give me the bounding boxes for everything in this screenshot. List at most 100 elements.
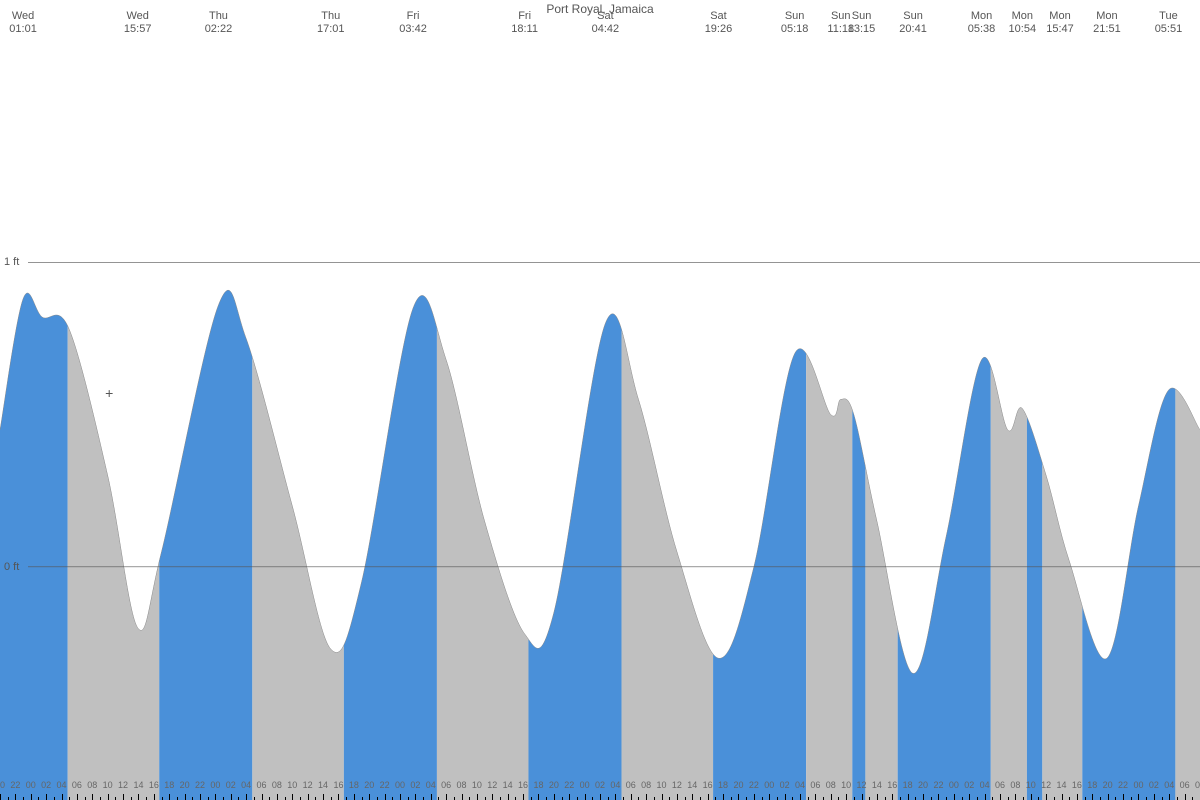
x-tick-label: 12 <box>672 780 682 790</box>
x-tick-label: 18 <box>349 780 359 790</box>
x-tick <box>1185 794 1186 800</box>
x-tick-label: 04 <box>795 780 805 790</box>
x-tick <box>15 794 16 800</box>
x-tick-label: 00 <box>395 780 405 790</box>
day-band <box>865 0 897 800</box>
x-tick <box>1046 794 1047 800</box>
x-tick <box>385 794 386 800</box>
x-tick <box>677 794 678 800</box>
x-tick <box>1169 794 1170 800</box>
x-tick <box>292 794 293 800</box>
x-tick-label: 06 <box>810 780 820 790</box>
x-tick-label: 08 <box>1010 780 1020 790</box>
x-tick <box>231 794 232 800</box>
x-tick <box>985 794 986 800</box>
x-tick-label: 10 <box>841 780 851 790</box>
x-tick-label: 10 <box>1026 780 1036 790</box>
x-tick <box>877 794 878 800</box>
x-tick <box>1077 794 1078 800</box>
x-tick <box>246 794 247 800</box>
x-tick-label: 08 <box>457 780 467 790</box>
x-tick-label: 06 <box>1180 780 1190 790</box>
x-tick <box>62 794 63 800</box>
x-tick <box>969 794 970 800</box>
x-tick <box>1108 794 1109 800</box>
x-tick-label: 06 <box>72 780 82 790</box>
x-tick <box>354 794 355 800</box>
x-tick <box>523 794 524 800</box>
x-tick-label: 00 <box>764 780 774 790</box>
x-tick <box>554 794 555 800</box>
x-tick-label: 06 <box>626 780 636 790</box>
x-tick-label: 02 <box>1149 780 1159 790</box>
x-tick <box>708 794 709 800</box>
night-band <box>852 0 865 800</box>
x-tick <box>785 794 786 800</box>
x-tick <box>846 794 847 800</box>
night-band <box>713 0 806 800</box>
x-tick-label: 00 <box>949 780 959 790</box>
x-tick-label: 00 <box>26 780 36 790</box>
x-tick-label: 04 <box>980 780 990 790</box>
x-tick-label: 12 <box>857 780 867 790</box>
night-band <box>898 0 991 800</box>
x-tick <box>1000 794 1001 800</box>
x-tick-label: 20 <box>0 780 5 790</box>
x-tick-label: 16 <box>149 780 159 790</box>
x-tick <box>92 794 93 800</box>
night-band <box>344 0 437 800</box>
x-tick-label: 22 <box>564 780 574 790</box>
x-tick-label: 18 <box>1087 780 1097 790</box>
x-tick-label: 04 <box>426 780 436 790</box>
x-tick <box>1138 794 1139 800</box>
x-tick <box>954 794 955 800</box>
x-tick <box>1123 794 1124 800</box>
x-tick-label: 04 <box>57 780 67 790</box>
x-tick <box>508 794 509 800</box>
x-tick-label: 00 <box>210 780 220 790</box>
night-band <box>0 0 68 800</box>
x-tick-label: 06 <box>257 780 267 790</box>
x-axis: 20 22 00 02 04 06 08 10 12 14 16 18 20 22 00 02 04 06 08 10… <box>0 780 1200 800</box>
x-tick <box>569 794 570 800</box>
tide-area <box>0 0 1200 800</box>
day-band <box>252 0 344 800</box>
x-tick-label: 16 <box>518 780 528 790</box>
x-tick-label: 20 <box>364 780 374 790</box>
day-band <box>437 0 529 800</box>
day-band <box>1175 0 1200 800</box>
x-tick-label: 14 <box>1057 780 1067 790</box>
day-band <box>68 0 160 800</box>
x-tick-label: 22 <box>749 780 759 790</box>
x-tick <box>200 794 201 800</box>
x-tick-label: 02 <box>410 780 420 790</box>
x-tick-label: 14 <box>133 780 143 790</box>
x-tick-label: 06 <box>995 780 1005 790</box>
x-tick <box>1154 794 1155 800</box>
x-tick <box>446 794 447 800</box>
x-tick <box>46 794 47 800</box>
x-tick-label: 14 <box>687 780 697 790</box>
x-tick-label: 14 <box>318 780 328 790</box>
x-tick-label: 02 <box>226 780 236 790</box>
x-tick-label: 18 <box>718 780 728 790</box>
x-tick <box>723 794 724 800</box>
day-band <box>991 0 1027 800</box>
x-tick-label: 20 <box>918 780 928 790</box>
x-tick-label: 16 <box>333 780 343 790</box>
x-tick <box>892 794 893 800</box>
x-tick-label: 12 <box>118 780 128 790</box>
x-tick <box>615 794 616 800</box>
day-band <box>622 0 714 800</box>
x-tick-label: 02 <box>41 780 51 790</box>
x-tick <box>1031 794 1032 800</box>
x-tick <box>400 794 401 800</box>
x-tick <box>0 794 1 800</box>
x-tick-label: 08 <box>1195 780 1200 790</box>
x-tick <box>585 794 586 800</box>
x-tick-label: 04 <box>1164 780 1174 790</box>
x-tick <box>938 794 939 800</box>
x-tick-label: 20 <box>180 780 190 790</box>
x-tick <box>1062 794 1063 800</box>
x-tick <box>908 794 909 800</box>
